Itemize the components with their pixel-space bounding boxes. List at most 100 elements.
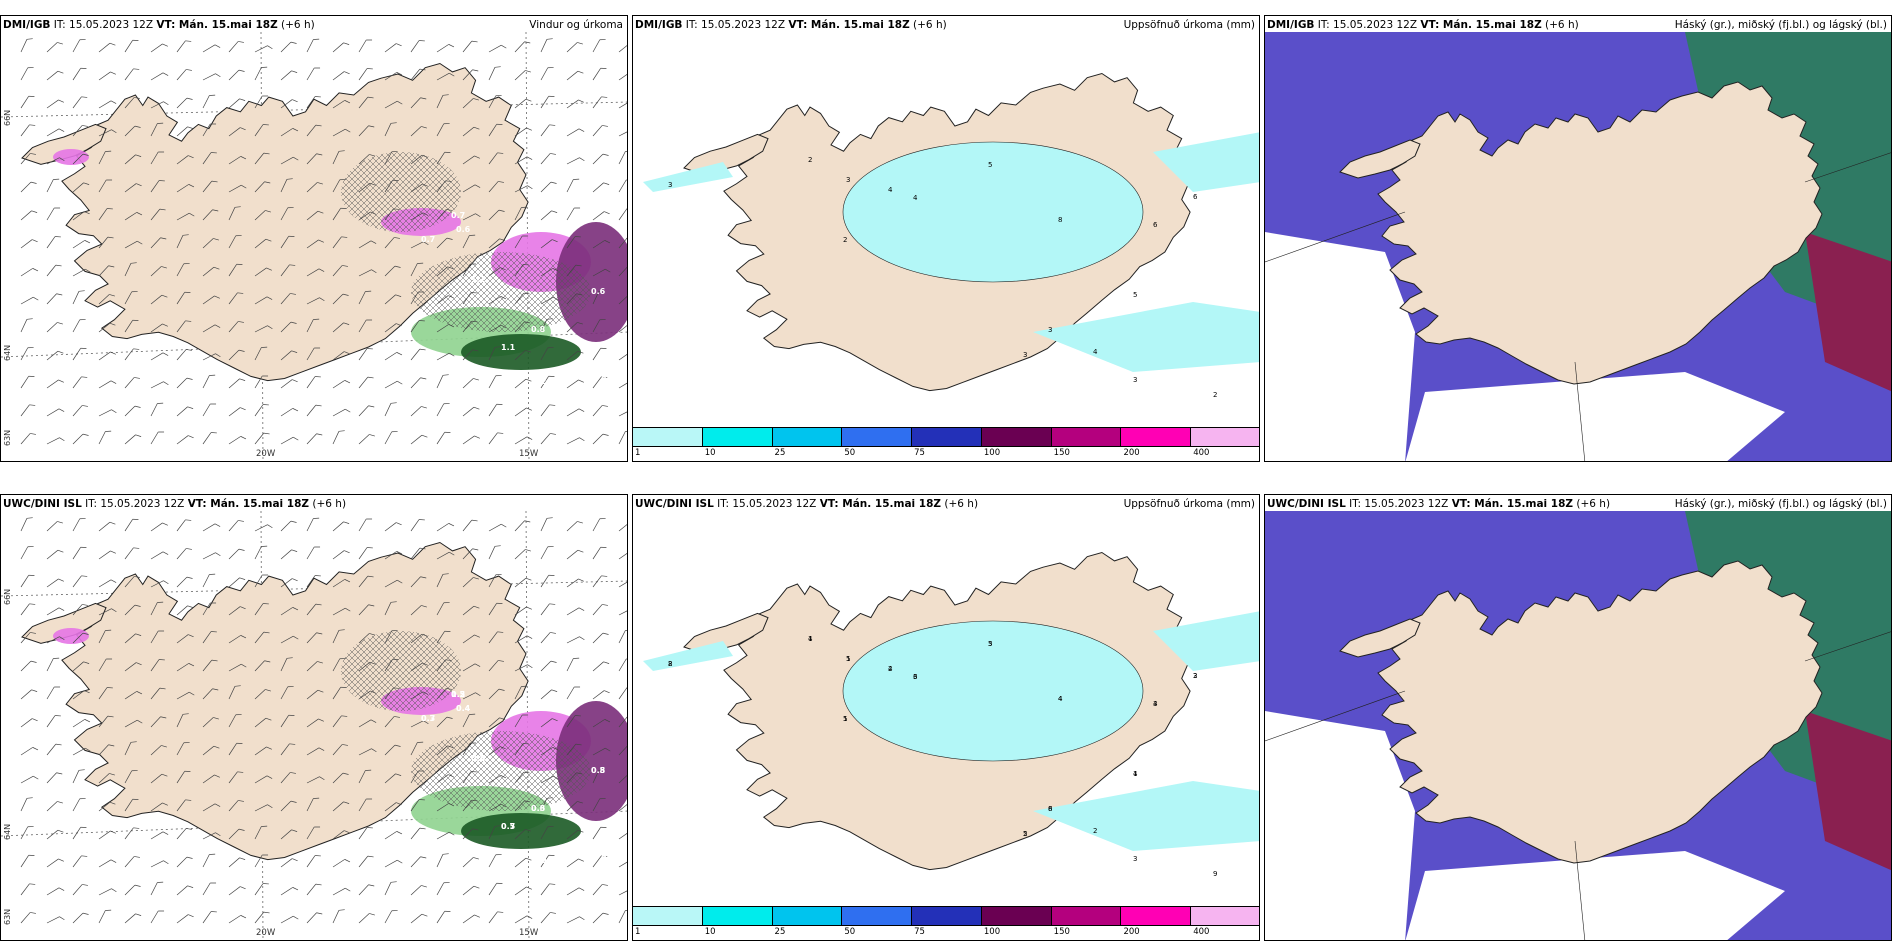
value-label: 2 [1023,830,1027,838]
model-source: UWC/DINI ISL [635,498,714,510]
value-label: 0.6 [586,361,601,370]
lead-time: (+6 h) [1541,19,1579,31]
value-label: 0.5 [451,690,466,699]
colorbar-swatch [912,428,982,446]
value-label: 3 [913,673,917,681]
colorbar-ticks: 1 10 25 50 75 100 150 200 400 [633,448,1259,461]
map-canvas [1265,32,1891,461]
value-label: 3 [1193,672,1197,680]
value-label: 0.9 [601,375,616,384]
value-label: 0.8 [531,325,546,334]
colorbar-swatch [772,428,843,446]
value-label: 0.8 [591,766,606,775]
init-time: IT: 15.05.2023 12Z [81,498,188,510]
colorbar-swatch [842,907,913,925]
value-label: 0.3 [421,714,435,723]
colorbar-swatch [702,428,773,446]
value-label: 0.7 [421,235,435,244]
value-label: 0.3 [531,804,545,813]
colorbar-tick: 200 [1123,448,1140,458]
colorbar [633,906,1259,926]
panel-uwc-accum: UWC/DINI ISL IT: 15.05.2023 12Z VT: Mán.… [632,494,1260,941]
lead-time: (+6 h) [277,19,315,31]
map-canvas: 3 2 3 4 4 5 8 6 6 2 5 3 3 4 3 2 [643,72,1259,399]
colorbar-swatch [1121,428,1192,446]
value-label: 4 [888,186,893,194]
map-canvas: 0.70.60.80.71.10.81.10.60.90.62.01.8 [1,32,627,461]
value-label: 3 [1048,326,1052,334]
value-label: 0.7 [421,714,435,723]
colorbar-tick: 10 [704,927,716,937]
model-source: DMI/IGB [1267,19,1315,31]
lead-time: (+6 h) [1573,498,1611,510]
value-label: 8 [1058,216,1062,224]
value-label: 6 [1048,805,1053,813]
init-time: IT: 15.05.2023 12Z [682,19,789,31]
value-label: 5 [1133,291,1137,299]
panel-header: UWC/DINI ISL IT: 15.05.2023 12Z VT: Mán.… [635,498,978,510]
value-label: 4 [1133,770,1138,778]
value-label: 0.7 [451,211,465,220]
model-source: DMI/IGB [3,19,51,31]
value-label: 6 [1153,221,1158,229]
map-canvas [1265,511,1891,940]
value-label: 1 [846,655,850,663]
value-label: 0.4 [456,704,471,713]
colorbar-tick: 1 [635,448,641,458]
value-label: 2 [843,236,847,244]
lon-label-20w: 20W [256,928,276,938]
valid-time: VT: Mán. 15.mai 18Z [788,19,910,31]
colorbar-tick: 10 [704,448,716,458]
colorbar-tick: 400 [1193,927,1210,937]
colorbar-tick: 200 [1123,927,1140,937]
value-label: 0.6 [531,804,546,813]
lat-label: 66N [3,588,12,605]
lon-label-15w: 15W [519,449,539,459]
value-label: 4 [1058,695,1063,703]
value-label: 0.8 [531,201,546,210]
value-label: 1.2 [451,690,465,699]
value-label: 1.1 [561,872,576,881]
panel-title: Vindur og úrkoma [529,19,623,31]
value-label: 0.4 [531,680,546,689]
lat-label: 64N [3,823,12,840]
colorbar-swatch [702,907,773,925]
colorbar-swatch [842,428,913,446]
value-label: 6 [913,673,918,681]
colorbar-tick: 25 [774,927,786,937]
colorbar-tick: 25 [774,448,786,458]
valid-time: VT: Mán. 15.mai 18Z [1451,498,1574,510]
colorbar-tick: 100 [983,448,1001,458]
value-label: 8 [1048,805,1052,813]
colorbar-swatch [981,428,1052,446]
init-time: IT: 15.05.2023 12Z [713,498,820,510]
value-label: 5 [988,640,992,648]
panel-header: DMI/IGB IT: 15.05.2023 12Z VT: Mán. 15.m… [3,19,315,31]
colorbar-tick: 150 [1053,927,1070,937]
valid-time: VT: Mán. 15.mai 18Z [819,498,942,510]
value-label: 4 [888,665,893,673]
panel-dmi-accum: DMI/IGB IT: 15.05.2023 12Z VT: Mán. 15.m… [632,15,1260,462]
model-source: UWC/DINI ISL [1267,498,1346,510]
colorbar-swatch [912,907,982,925]
colorbar-swatch [772,907,843,925]
value-label: 2 [808,156,812,164]
colorbar-swatch [1191,428,1259,446]
colorbar-swatch [633,428,703,446]
value-label: 4 [1153,700,1158,708]
value-label: 5 [1023,830,1027,838]
panel-header: DMI/IGB IT: 15.05.2023 12Z VT: Mán. 15.m… [1267,19,1579,31]
colorbar-tick: 50 [844,448,856,458]
panel-dmi-cloud: DMI/IGB IT: 15.05.2023 12Z VT: Mán. 15.m… [1264,15,1892,462]
lat-label: 63N [3,429,12,446]
lon-label-20w: 20W [256,449,276,459]
value-label: 4 [1058,695,1063,703]
value-label: 2 [888,665,892,673]
value-label: 1 [808,635,812,643]
lead-time: (+6 h) [941,498,979,510]
value-label: 1.1 [501,343,516,352]
value-label: 0.4 [586,840,601,849]
value-label: 1 [1133,770,1137,778]
colorbar-swatch [633,907,703,925]
